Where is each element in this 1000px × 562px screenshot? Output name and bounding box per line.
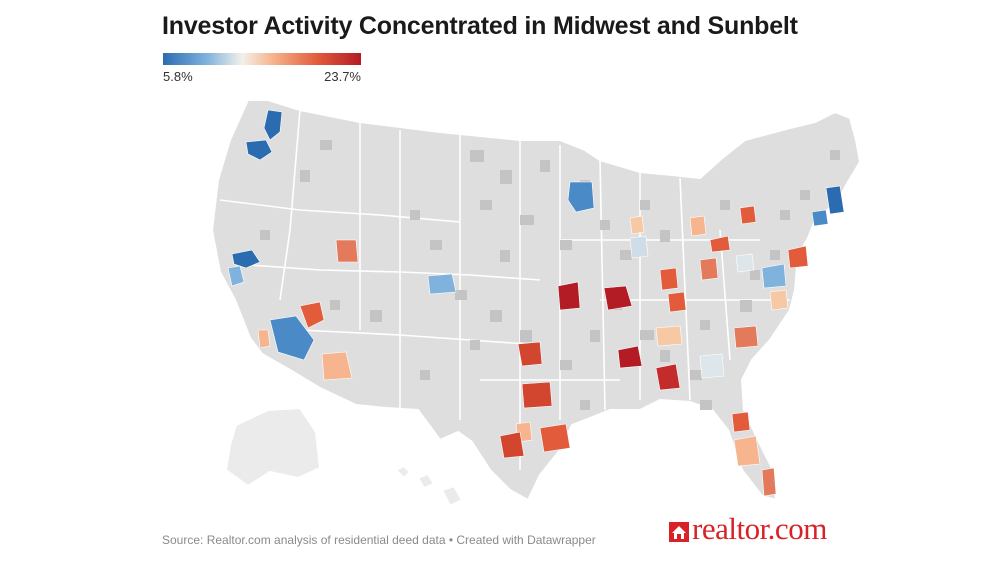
logo-wordmark: realtor.com xyxy=(692,511,827,546)
metro-chicago xyxy=(629,235,649,259)
metro-atlanta xyxy=(699,353,725,379)
metro-cincinnati xyxy=(667,291,687,313)
metro-phoenix xyxy=(321,351,353,381)
hawaii-shape xyxy=(395,465,463,507)
metro-kansas-city xyxy=(557,281,581,311)
metro-baltimore-washington xyxy=(761,263,787,289)
legend-gradient-bar xyxy=(163,53,361,65)
metro-nashville xyxy=(655,325,683,347)
metro-albany xyxy=(739,205,757,225)
metro-memphis xyxy=(617,345,643,369)
house-icon xyxy=(669,522,689,542)
metro-san-antonio xyxy=(499,431,525,459)
metro-philadelphia xyxy=(787,245,809,269)
chart-title: Investor Activity Concentrated in Midwes… xyxy=(162,12,798,40)
metro-portland xyxy=(245,139,273,161)
metro-minneapolis xyxy=(567,181,595,213)
metro-miami xyxy=(761,467,777,497)
metro-san-jose xyxy=(227,265,245,287)
color-legend: 5.8% 23.7% xyxy=(163,53,361,84)
metro-boston xyxy=(825,185,845,215)
state-outlines xyxy=(211,99,861,507)
metro-richmond xyxy=(769,289,789,311)
metro-st-louis xyxy=(603,285,633,311)
metro-las-vegas xyxy=(299,301,325,329)
metro-birmingham xyxy=(655,363,681,391)
metro-areas xyxy=(227,109,845,497)
metro-indianapolis xyxy=(659,267,679,291)
legend-min-label: 5.8% xyxy=(163,69,193,84)
metro-milwaukee xyxy=(629,215,645,235)
metro-orlando-tampa xyxy=(733,435,761,467)
metro-san-diego xyxy=(257,329,271,349)
metro-cleveland xyxy=(709,235,731,253)
metro-los-angeles xyxy=(269,315,315,361)
realtor-logo[interactable]: realtor.com xyxy=(668,510,827,544)
metro-denver xyxy=(427,273,457,295)
metro-seattle xyxy=(263,109,283,141)
alaska-shape xyxy=(225,407,321,487)
metro-salt-lake xyxy=(335,239,359,263)
metro-pittsburgh xyxy=(735,253,755,273)
metro-dallas xyxy=(521,381,553,409)
metro-columbus xyxy=(699,257,719,281)
metro-oklahoma-city xyxy=(517,341,543,367)
metro-jacksonville xyxy=(731,411,751,433)
metro-hartford xyxy=(811,209,829,227)
county-texture xyxy=(260,140,840,410)
legend-max-label: 23.7% xyxy=(324,69,361,84)
metro-houston xyxy=(539,423,571,453)
source-note: Source: Realtor.com analysis of resident… xyxy=(162,533,596,547)
metro-san-francisco xyxy=(231,249,261,269)
contiguous-us-shape xyxy=(211,99,861,501)
metro-detroit xyxy=(689,215,707,237)
metro-charlotte xyxy=(733,325,759,349)
